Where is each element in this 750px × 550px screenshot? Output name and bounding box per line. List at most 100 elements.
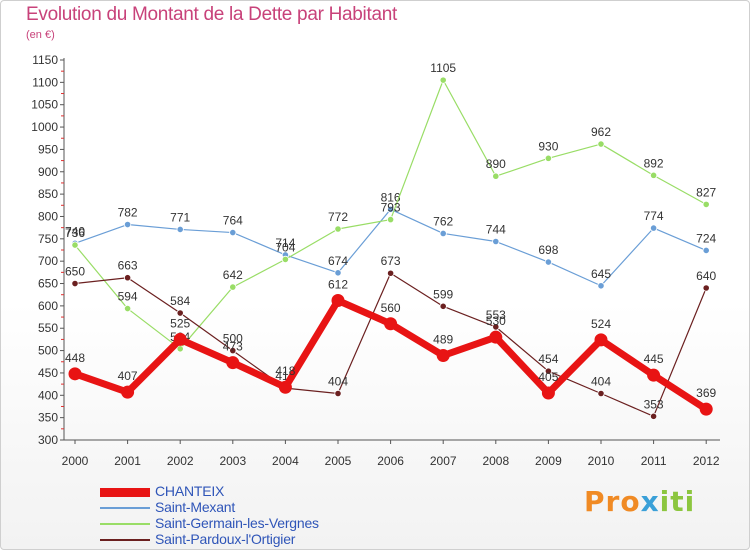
x-tick-label: 2010 — [588, 454, 615, 468]
point-saint-pardoux-l-ortigier — [544, 367, 553, 375]
data-label-saint-pardoux-l-ortigier: 650 — [65, 265, 85, 279]
y-tick-label: 500 — [38, 344, 58, 358]
x-tick-label: 2008 — [482, 454, 509, 468]
legend-swatch-saint-germain — [100, 523, 150, 525]
data-label-saint-mexant: 724 — [696, 231, 716, 245]
data-label-saint-pardoux-l-ortigier: 640 — [696, 269, 716, 283]
point-saint-mexant — [229, 228, 237, 237]
data-label-saint-mexant: 698 — [538, 243, 558, 257]
data-label-saint-germain-les-vergnes: 962 — [591, 125, 611, 139]
data-label-chanteix: 407 — [118, 369, 138, 383]
point-saint-mexant — [439, 229, 447, 238]
point-saint-germain-les-vergnes — [492, 172, 500, 180]
point-chanteix — [541, 386, 555, 400]
data-label-saint-pardoux-l-ortigier: 404 — [591, 375, 611, 389]
data-label-saint-mexant: 771 — [170, 210, 190, 224]
point-chanteix — [436, 349, 450, 363]
y-tick-label: 900 — [38, 165, 58, 179]
y-tick-label: 450 — [38, 366, 58, 380]
y-tick-label: 750 — [38, 232, 58, 246]
legend-label-saint-pardoux: Saint-Pardoux-l'Ortigier — [155, 531, 296, 547]
data-label-chanteix: 473 — [223, 340, 243, 354]
point-saint-pardoux-l-ortigier — [176, 309, 184, 317]
data-label-chanteix: 612 — [328, 278, 348, 292]
point-chanteix — [331, 294, 345, 308]
data-label-chanteix: 525 — [170, 316, 190, 330]
legend-swatch-saint-mexant — [100, 507, 150, 509]
data-label-saint-pardoux-l-ortigier: 404 — [328, 375, 348, 389]
point-saint-germain-les-vergnes — [649, 171, 658, 179]
data-label-saint-pardoux-l-ortigier: 673 — [381, 254, 401, 268]
point-chanteix — [121, 385, 135, 399]
point-chanteix — [384, 317, 398, 331]
data-label-saint-germain-les-vergnes: 793 — [381, 201, 401, 215]
point-saint-pardoux-l-ortigier — [439, 302, 447, 310]
x-tick-label: 2000 — [62, 454, 89, 468]
y-tick-label: 950 — [38, 142, 58, 156]
data-label-saint-pardoux-l-ortigier: 454 — [538, 352, 558, 366]
point-saint-germain-les-vergnes — [702, 200, 710, 208]
data-label-chanteix: 369 — [696, 386, 716, 400]
data-label-chanteix: 418 — [275, 364, 295, 378]
point-chanteix — [226, 356, 240, 370]
point-chanteix — [699, 402, 713, 416]
point-saint-germain-les-vergnes — [229, 283, 237, 291]
point-chanteix — [173, 332, 187, 346]
y-tick-label: 700 — [38, 254, 58, 268]
data-label-saint-germain-les-vergnes: 890 — [486, 157, 506, 171]
legend-swatch-chanteix — [100, 488, 150, 497]
chart-title: Evolution du Montant de la Dette par Hab… — [26, 4, 397, 25]
x-tick-label: 2001 — [114, 454, 141, 468]
y-tick-label: 1100 — [32, 75, 58, 89]
point-saint-pardoux-l-ortigier — [334, 389, 342, 398]
point-saint-pardoux-l-ortigier — [649, 412, 658, 420]
x-tick-label: 2012 — [693, 454, 720, 468]
point-saint-mexant — [176, 225, 184, 234]
point-saint-mexant — [544, 258, 553, 266]
logo-part-3: iti — [659, 485, 696, 518]
x-tick-label: 2004 — [272, 454, 299, 468]
data-label-saint-germain-les-vergnes: 892 — [644, 156, 664, 170]
data-label-saint-mexant: 762 — [433, 214, 453, 228]
data-label-saint-germain-les-vergnes: 930 — [538, 139, 558, 153]
point-saint-mexant — [124, 220, 132, 229]
data-label-saint-mexant: 816 — [381, 190, 401, 204]
data-label-saint-mexant: 645 — [591, 267, 611, 281]
point-saint-germain-les-vergnes — [439, 76, 447, 84]
data-label-chanteix: 560 — [381, 301, 401, 315]
data-label-saint-mexant: 714 — [275, 236, 295, 250]
point-saint-pardoux-l-ortigier — [702, 284, 710, 292]
y-tick-label: 650 — [38, 277, 58, 291]
point-chanteix — [68, 367, 82, 381]
data-label-saint-germain-les-vergnes: 772 — [328, 210, 348, 224]
x-tick-label: 2007 — [430, 454, 457, 468]
data-label-saint-germain-les-vergnes: 827 — [696, 185, 716, 199]
y-tick-label: 400 — [38, 388, 58, 402]
data-label-saint-mexant: 744 — [486, 223, 506, 237]
data-label-saint-germain-les-vergnes: 736 — [65, 226, 85, 240]
x-tick-label: 2003 — [219, 454, 246, 468]
point-saint-mexant — [492, 237, 500, 246]
point-chanteix — [647, 368, 661, 382]
y-tick-label: 350 — [38, 411, 58, 425]
x-tick-label: 2002 — [167, 454, 194, 468]
point-saint-pardoux-l-ortigier — [597, 389, 605, 398]
point-saint-germain-les-vergnes — [334, 225, 342, 233]
data-label-saint-mexant: 674 — [328, 254, 348, 268]
point-saint-germain-les-vergnes — [597, 140, 605, 148]
data-label-saint-pardoux-l-ortigier: 584 — [170, 294, 190, 308]
point-saint-germain-les-vergnes — [544, 154, 553, 162]
point-chanteix — [489, 330, 503, 344]
legend-label-saint-mexant: Saint-Mexant — [155, 499, 236, 515]
data-label-saint-mexant: 782 — [118, 206, 138, 220]
point-saint-pardoux-l-ortigier — [71, 279, 79, 288]
data-label-saint-pardoux-l-ortigier: 599 — [433, 287, 453, 301]
point-saint-mexant — [649, 224, 658, 232]
x-tick-label: 2011 — [641, 454, 667, 468]
point-saint-pardoux-l-ortigier — [386, 269, 395, 277]
data-label-saint-pardoux-l-ortigier: 663 — [118, 259, 138, 273]
chart-unit: (en €) — [26, 29, 55, 41]
legend-label-saint-germain: Saint-Germain-les-Vergnes — [155, 515, 319, 531]
